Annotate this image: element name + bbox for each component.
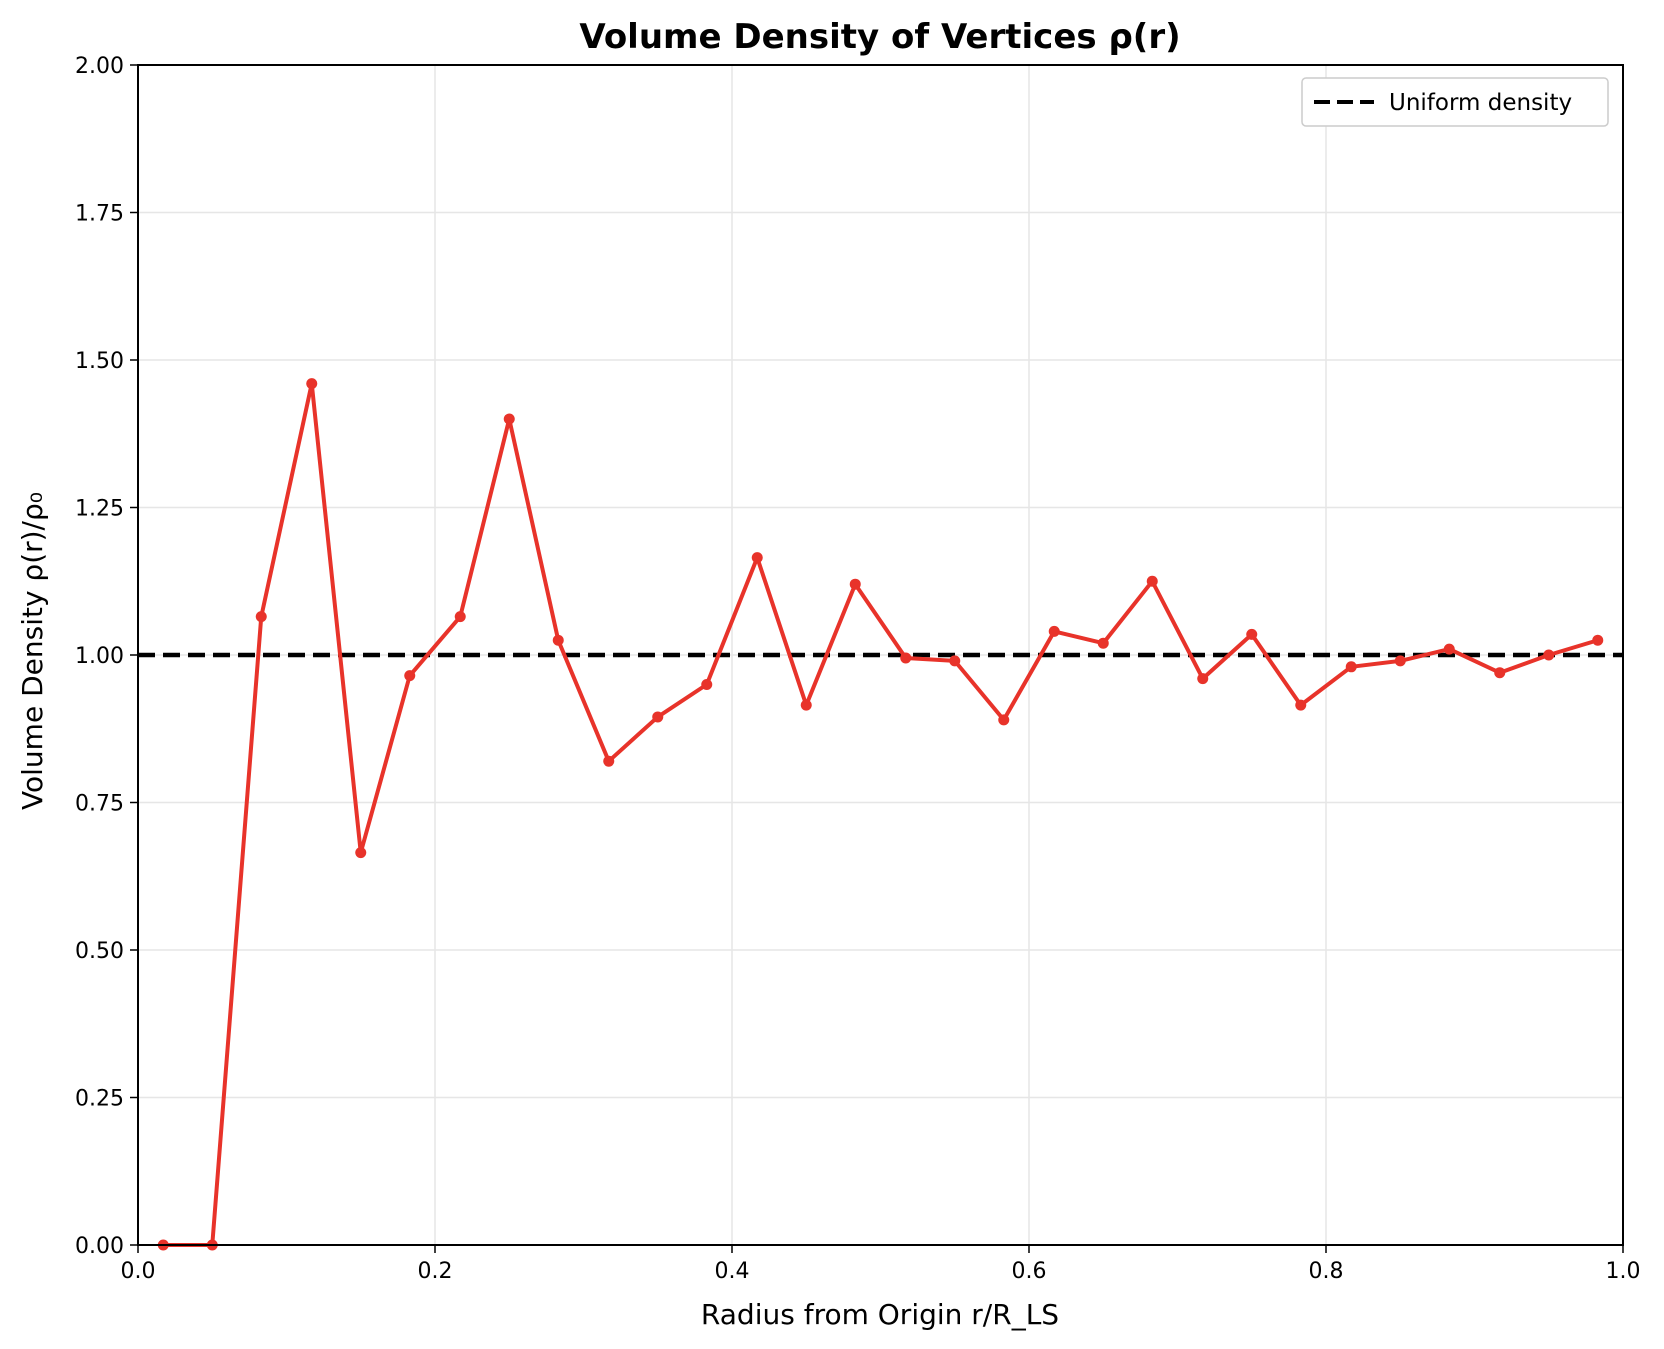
data-point <box>503 413 515 425</box>
data-point <box>1345 661 1357 673</box>
data-point <box>603 755 615 767</box>
x-tick-label: 1.0 <box>1606 1259 1641 1284</box>
series-layer <box>157 378 1604 1251</box>
y-tick-label: 1.00 <box>75 644 124 669</box>
data-point <box>1097 637 1109 649</box>
data-point <box>1494 667 1506 679</box>
data-point <box>1246 628 1258 640</box>
y-tick-label: 2.00 <box>75 54 124 79</box>
data-point <box>800 699 812 711</box>
data-point <box>1394 655 1406 667</box>
x-tick-label: 0.8 <box>1309 1259 1344 1284</box>
x-tick-label: 0.2 <box>418 1259 453 1284</box>
data-point <box>1146 575 1158 587</box>
x-axis-title: Radius from Origin r/R_LS <box>701 1298 1059 1331</box>
chart-title: Volume Density of Vertices ρ(r) <box>579 17 1180 57</box>
data-point <box>998 714 1010 726</box>
data-point <box>949 655 961 667</box>
data-point <box>1197 673 1209 685</box>
y-tick-label: 1.50 <box>75 349 124 374</box>
x-tick-label: 0.0 <box>121 1259 156 1284</box>
data-point <box>652 711 664 723</box>
data-point <box>552 634 564 646</box>
y-tick-label: 0.75 <box>75 792 124 817</box>
legend-label-uniform-density: Uniform density <box>1389 90 1572 116</box>
data-point <box>849 578 861 590</box>
y-tick-label: 0.50 <box>75 939 124 964</box>
data-point <box>355 847 367 859</box>
y-tick-label: 0.00 <box>75 1234 124 1259</box>
data-point <box>1048 625 1060 637</box>
data-point <box>1295 699 1307 711</box>
series-line <box>161 381 1600 1247</box>
data-point <box>306 378 318 390</box>
data-point <box>404 670 416 682</box>
x-tick-label: 0.4 <box>715 1259 750 1284</box>
data-point <box>1443 643 1455 655</box>
legend: Uniform density <box>1301 77 1609 127</box>
axis-ticks: 0.0 0.2 0.4 0.6 0.8 1.0 0.00 0.25 0.50 0.75 1.00 1.… <box>75 54 1640 1284</box>
y-axis-title: Volume Density ρ(r)/ρ₀ <box>16 492 49 810</box>
data-point <box>255 611 267 623</box>
data-point <box>701 679 713 690</box>
legend-box <box>1301 77 1609 127</box>
data-point <box>751 552 763 564</box>
y-tick-label: 1.75 <box>75 202 124 227</box>
data-point <box>900 652 912 664</box>
data-point <box>1592 634 1604 646</box>
data-point <box>454 611 466 623</box>
y-tick-label: 1.25 <box>75 497 124 522</box>
data-point <box>1543 649 1555 661</box>
x-tick-label: 0.6 <box>1012 1259 1047 1284</box>
y-tick-label: 0.25 <box>75 1087 124 1112</box>
